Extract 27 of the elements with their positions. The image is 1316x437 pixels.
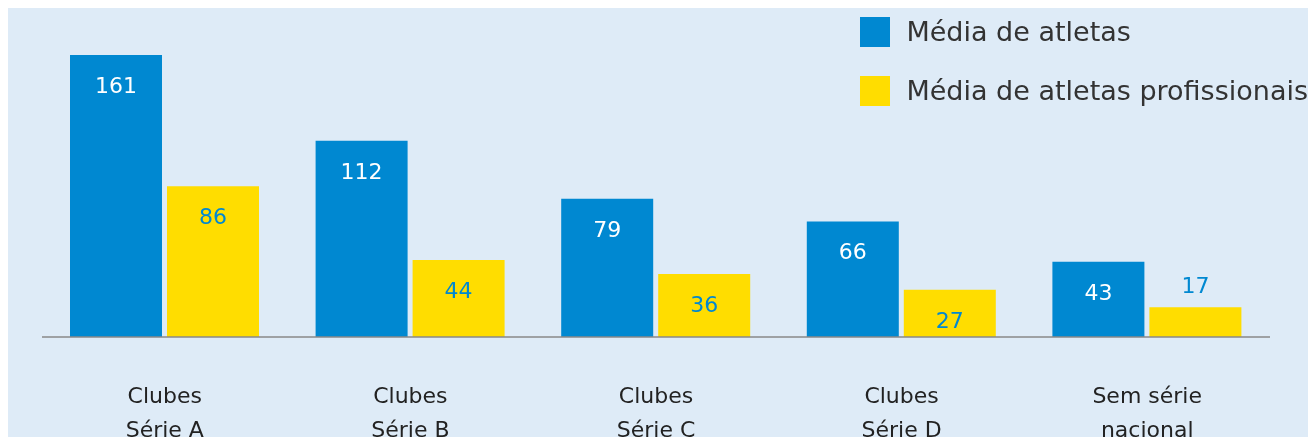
data-label: 27 <box>935 307 964 333</box>
data-label: 161 <box>95 73 137 98</box>
data-label: 112 <box>340 158 383 184</box>
data-label: 36 <box>690 291 719 317</box>
data-label: 86 <box>199 204 227 230</box>
data-label: 17 <box>1181 273 1210 299</box>
x-tick-label: Clubes Série A <box>125 383 204 437</box>
bar <box>1149 307 1242 337</box>
data-label: 79 <box>593 216 622 242</box>
data-label: 44 <box>444 277 473 303</box>
data-label: 43 <box>1084 279 1113 305</box>
bar <box>561 198 654 337</box>
data-label: 66 <box>838 239 867 265</box>
bar <box>1052 261 1145 337</box>
bar <box>658 273 751 337</box>
x-tick-label: Clubes Série B <box>371 383 450 437</box>
x-tick-label: Sem série nacional <box>1092 383 1203 437</box>
bar <box>315 140 408 337</box>
legend-label: Média de atletas profissionais <box>906 75 1308 106</box>
x-tick-label: Clubes Série D <box>861 383 942 437</box>
bar <box>412 259 505 337</box>
x-tick-label: Clubes Série C <box>616 383 696 437</box>
bar <box>70 55 162 337</box>
bar <box>903 289 996 337</box>
bar <box>806 221 899 337</box>
bar <box>167 186 259 337</box>
legend-label: Média de atletas <box>906 16 1131 47</box>
